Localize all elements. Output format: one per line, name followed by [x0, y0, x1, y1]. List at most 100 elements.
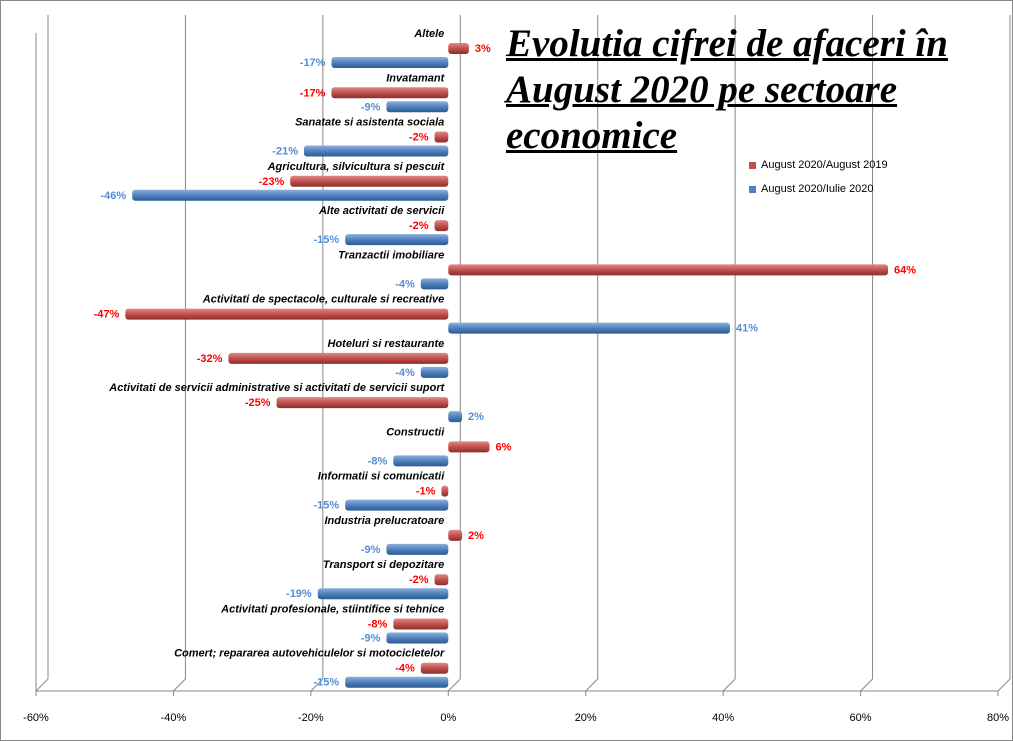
chart-title: Evolutia cifrei de afaceri în August 202…	[506, 22, 948, 157]
category-label: Transport si depozitare	[323, 559, 444, 571]
category-label: Constructii	[386, 426, 445, 438]
x-tick-label: -20%	[298, 712, 324, 724]
bar-aug2020-iul2020	[448, 322, 731, 334]
data-label: 3%	[475, 43, 491, 55]
bar-aug2020-aug2019	[448, 441, 490, 453]
data-label: -2%	[409, 220, 429, 232]
x-tick-label: 40%	[712, 712, 734, 724]
data-label: -15%	[314, 500, 340, 512]
bar-aug2020-iul2020	[386, 543, 449, 555]
category-label: Industria prelucratoare	[324, 515, 444, 527]
data-label: -17%	[300, 87, 326, 99]
category-label: Sanatate si asistenta sociala	[295, 117, 444, 129]
grid-depth-line	[310, 678, 324, 692]
category-label: Alte activitati de servicii	[318, 205, 445, 217]
bar-aug2020-iul2020	[386, 101, 449, 113]
x-tick-label: -60%	[23, 712, 49, 724]
data-label: -25%	[245, 397, 271, 409]
bar-aug2020-aug2019	[420, 662, 449, 674]
data-label: -4%	[395, 663, 415, 675]
bar-aug2020-iul2020	[132, 189, 449, 201]
data-label: -4%	[395, 367, 415, 379]
category-label: Activitati de spectacole, culturale si r…	[202, 294, 445, 306]
category-label: Activitati profesionale, stiintifice si …	[220, 603, 444, 615]
bar-aug2020-iul2020	[317, 588, 449, 600]
bar-aug2020-iul2020	[448, 411, 463, 423]
legend: August 2020/August 2019 August 2020/Iuli…	[749, 153, 888, 201]
category-label: Informatii si comunicatii	[318, 471, 445, 483]
legend-swatch-red	[749, 161, 756, 169]
legend-label: August 2020/Iulie 2020	[761, 183, 874, 195]
data-label: -21%	[272, 146, 298, 158]
bar-aug2020-iul2020	[345, 499, 449, 511]
grid-depth-line	[585, 678, 599, 692]
bar-aug2020-iul2020	[345, 234, 449, 246]
bar-aug2020-aug2019	[448, 529, 463, 541]
bar-aug2020-aug2019	[276, 397, 449, 409]
x-tick-label: 0%	[440, 712, 456, 724]
x-tick-label: 80%	[987, 712, 1009, 724]
legend-item-aug2019: August 2020/August 2019	[749, 153, 888, 177]
data-label: 6%	[496, 441, 512, 453]
data-label: -1%	[416, 486, 436, 498]
grid-depth-line	[173, 678, 186, 692]
bar-aug2020-aug2019	[331, 87, 449, 99]
legend-swatch-blue	[749, 185, 756, 193]
bar-aug2020-iul2020	[386, 632, 449, 644]
bar-aug2020-aug2019	[125, 308, 449, 320]
data-label: -8%	[368, 618, 388, 630]
legend-item-iul2020: August 2020/Iulie 2020	[749, 177, 888, 201]
bar-aug2020-iul2020	[420, 278, 449, 290]
data-label: -15%	[314, 677, 340, 689]
grid-depth-line	[447, 678, 461, 692]
data-label: -32%	[197, 353, 223, 365]
x-tick-label: 60%	[850, 712, 872, 724]
legend-label: August 2020/August 2019	[761, 159, 888, 171]
category-label: Hoteluri si restaurante	[328, 338, 445, 350]
data-label: -2%	[409, 574, 429, 586]
x-tick-label: 20%	[575, 712, 597, 724]
data-label: 41%	[736, 323, 758, 335]
data-label: -4%	[395, 278, 415, 290]
bar-aug2020-iul2020	[331, 57, 449, 68]
data-label: -23%	[259, 176, 285, 188]
grid-depth-line	[722, 678, 736, 692]
category-label: Activitati de servicii administrative si…	[108, 382, 445, 394]
bar-aug2020-aug2019	[228, 352, 449, 364]
bar-aug2020-iul2020	[420, 366, 449, 378]
bar-aug2020-iul2020	[393, 455, 449, 467]
bar-aug2020-aug2019	[434, 220, 449, 232]
data-label: -9%	[361, 544, 381, 556]
bar-aug2020-aug2019	[441, 485, 449, 497]
bar-aug2020-iul2020	[303, 145, 449, 157]
data-label: -8%	[368, 455, 388, 467]
category-label: Tranzactii imobiliare	[338, 249, 444, 261]
data-label: -17%	[300, 57, 326, 69]
grid-depth-line	[860, 678, 873, 692]
data-label: 2%	[468, 530, 484, 542]
data-label: -2%	[409, 132, 429, 144]
bar-aug2020-aug2019	[434, 131, 449, 143]
data-label: -9%	[361, 632, 381, 644]
bar-aug2020-aug2019	[448, 264, 889, 276]
grid-depth-line	[997, 678, 1011, 692]
category-label: Invatamant	[386, 72, 445, 84]
bar-aug2020-iul2020	[345, 676, 449, 688]
data-label: -15%	[314, 234, 340, 246]
x-tick-label: -40%	[161, 712, 187, 724]
grid-depth-line	[35, 678, 49, 692]
bar-aug2020-aug2019	[290, 175, 449, 187]
category-label: Agricultura, silvicultura si pescuit	[267, 161, 446, 173]
bar-aug2020-aug2019	[448, 43, 469, 54]
bar-aug2020-aug2019	[393, 618, 449, 630]
data-label: -9%	[361, 101, 381, 113]
bar-aug2020-aug2019	[434, 574, 449, 586]
data-label: -46%	[101, 190, 127, 202]
category-label: Altele	[413, 28, 444, 40]
data-label: -19%	[286, 588, 312, 600]
data-label: 64%	[894, 264, 916, 276]
data-label: 2%	[468, 411, 484, 423]
data-label: -47%	[94, 309, 120, 321]
